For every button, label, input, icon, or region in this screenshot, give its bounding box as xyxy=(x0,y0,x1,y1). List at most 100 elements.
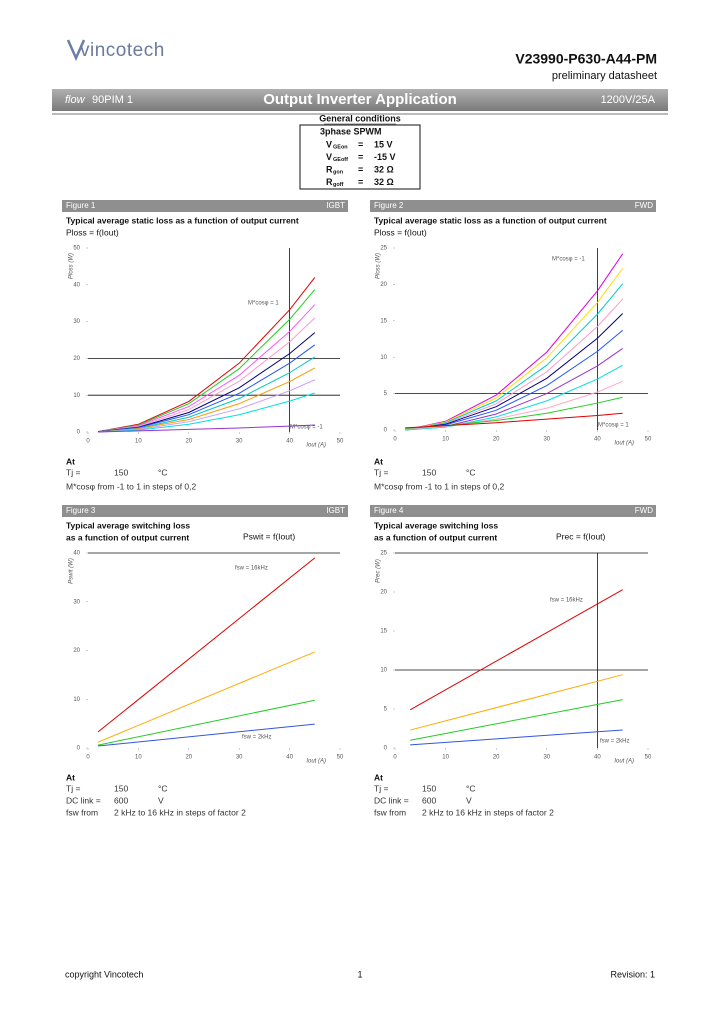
x-tick-label: 10 xyxy=(442,755,449,761)
x-tick-label: 10 xyxy=(442,437,449,443)
figure-label: Figure 1 xyxy=(66,201,96,210)
y-axis-label: Ploss (W) xyxy=(69,253,75,279)
at-cell: °C xyxy=(466,467,476,477)
at-note: M*cosφ from -1 to 1 in steps of 0,2 xyxy=(66,481,197,491)
figure-label: Figure 4 xyxy=(374,506,404,515)
series-line xyxy=(409,589,623,711)
y-tick-label: 0 xyxy=(384,746,388,752)
formula: Pswit = f(Iout) xyxy=(243,531,295,541)
banner xyxy=(52,89,668,111)
conditions-title: General conditions xyxy=(319,113,401,123)
formula: Ploss = f(Iout) xyxy=(374,227,427,237)
series-line xyxy=(405,283,624,431)
x-tick-label: 40 xyxy=(286,439,293,445)
cond-sub: GEoff xyxy=(333,157,348,163)
y-tick-label: 5 xyxy=(384,707,388,713)
x-tick-label: 0 xyxy=(86,439,90,445)
cond-symbol: R xyxy=(326,177,333,187)
at-cell: Tj = xyxy=(66,783,80,793)
x-tick-label: 50 xyxy=(337,755,344,761)
y-tick-label: 20 xyxy=(73,356,80,362)
x-tick-label: 20 xyxy=(185,755,192,761)
x-tick-label: 10 xyxy=(135,755,142,761)
at-cell: °C xyxy=(158,467,168,477)
at-cell: DC link = xyxy=(374,795,409,805)
x-tick-label: 30 xyxy=(236,439,243,445)
revision: Revision: 1 xyxy=(610,969,655,979)
series-line xyxy=(410,699,623,741)
y-tick-label: 0 xyxy=(77,430,81,436)
at-cell: Tj = xyxy=(374,783,388,793)
x-tick-label: 50 xyxy=(645,755,652,761)
cond-value: 32 Ω xyxy=(374,164,394,174)
at-note: M*cosφ from -1 to 1 in steps of 0,2 xyxy=(374,481,505,491)
part-number: V23990-P630-A44-PM xyxy=(515,51,657,67)
page-number: 1 xyxy=(357,969,362,979)
series-line xyxy=(97,699,315,746)
y-tick-label: 40 xyxy=(73,282,80,288)
figure-label: Figure 2 xyxy=(374,201,404,210)
annotation: fsw = 16kHz xyxy=(550,598,583,604)
at-cell: 600 xyxy=(114,795,128,805)
y-tick-label: 0 xyxy=(77,746,81,752)
series-line xyxy=(98,317,316,433)
x-tick-label: 50 xyxy=(337,439,344,445)
figure-device: IGBT xyxy=(326,201,345,210)
figure-title: Typical average static loss as a functio… xyxy=(66,215,299,225)
y-axis-label: Prec (W) xyxy=(376,559,382,583)
series-line xyxy=(98,304,316,433)
cond-symbol: V xyxy=(326,139,332,149)
figure-device: FWD xyxy=(635,201,653,210)
y-tick-label: 20 xyxy=(380,282,387,288)
figure-title: Typical average static loss as a functio… xyxy=(374,215,607,225)
y-axis-label: Pswit (W) xyxy=(69,558,75,584)
annotation: M*cosφ = 1 xyxy=(248,301,279,307)
at-title: At xyxy=(66,772,75,782)
x-tick-label: 0 xyxy=(86,755,90,761)
x-tick-label: 10 xyxy=(135,439,142,445)
y-tick-label: 25 xyxy=(380,246,387,252)
at-cell: 2 kHz to 16 kHz in steps of factor 2 xyxy=(114,807,246,817)
annotation: M*cosφ = -1 xyxy=(552,257,585,263)
at-title: At xyxy=(66,456,75,466)
x-tick-label: 20 xyxy=(185,439,192,445)
logo-mark xyxy=(66,39,86,62)
series-line xyxy=(405,313,624,431)
at-cell: 600 xyxy=(422,795,436,805)
figure-title: Typical average switching loss xyxy=(374,520,498,530)
series-line xyxy=(410,674,623,731)
series-line xyxy=(98,379,316,433)
banner-title: Output Inverter Application xyxy=(263,91,457,108)
family-italic: flow xyxy=(65,94,86,106)
at-title: At xyxy=(374,772,383,782)
cond-eq: = xyxy=(358,152,363,162)
x-axis-label: Iout (A) xyxy=(614,441,634,447)
series-line xyxy=(98,723,315,747)
series-line xyxy=(405,298,624,431)
series-line xyxy=(410,729,623,746)
y-tick-label: 10 xyxy=(73,697,80,703)
cond-value: 32 Ω xyxy=(374,177,394,187)
cond-sub: GEon xyxy=(333,144,348,150)
series-line xyxy=(405,253,624,431)
x-tick-label: 0 xyxy=(393,437,397,443)
at-title: At xyxy=(374,456,383,466)
figure-label: Figure 3 xyxy=(66,506,96,515)
x-axis-label: Iout (A) xyxy=(306,759,326,765)
cond-eq: = xyxy=(358,164,363,174)
annotation: fsw = 16kHz xyxy=(235,566,268,572)
mode: 3phase SPWM xyxy=(320,126,382,136)
x-tick-label: 40 xyxy=(286,755,293,761)
doc-type: preliminary datasheet xyxy=(552,70,657,82)
figure-header xyxy=(370,200,656,212)
figure-title: as a function of output current xyxy=(66,532,189,542)
y-tick-label: 15 xyxy=(380,318,387,324)
y-tick-label: 25 xyxy=(380,551,387,557)
series-line xyxy=(405,364,623,431)
at-cell: °C xyxy=(158,783,168,793)
series-line xyxy=(98,367,316,433)
at-cell: °C xyxy=(466,783,476,793)
y-tick-label: 20 xyxy=(73,648,80,654)
figure-title: Typical average switching loss xyxy=(66,520,190,530)
annotation: M*cosφ = -1 xyxy=(290,425,323,431)
